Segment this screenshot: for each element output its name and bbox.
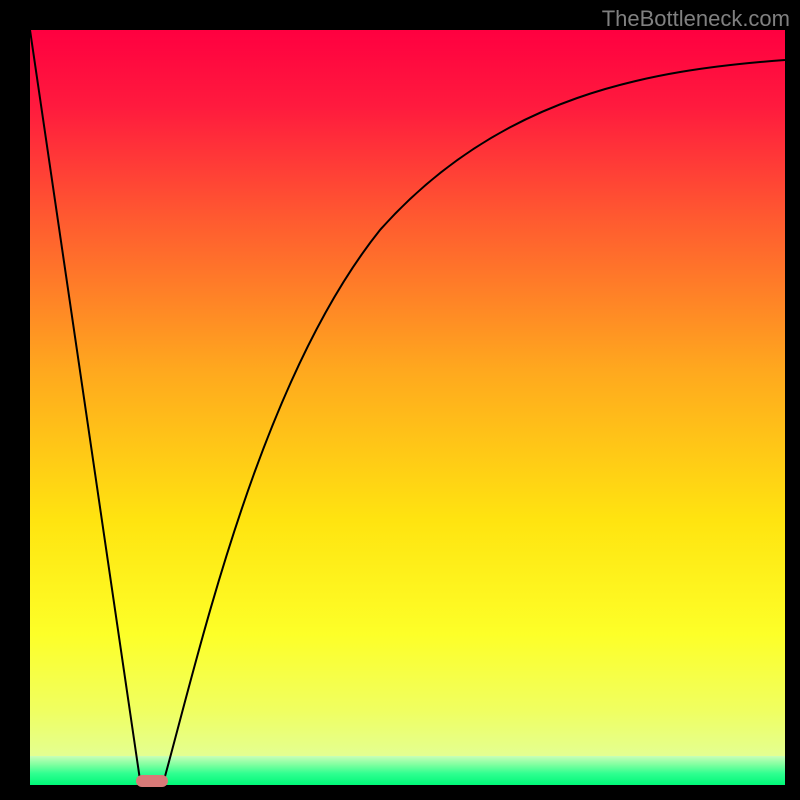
plot-gradient-area — [30, 30, 785, 785]
border-left — [0, 0, 30, 800]
border-right — [785, 0, 800, 800]
border-bottom — [0, 785, 800, 800]
optimal-marker — [136, 775, 168, 787]
watermark-text: TheBottleneck.com — [602, 6, 790, 32]
chart-container: TheBottleneck.com — [0, 0, 800, 800]
